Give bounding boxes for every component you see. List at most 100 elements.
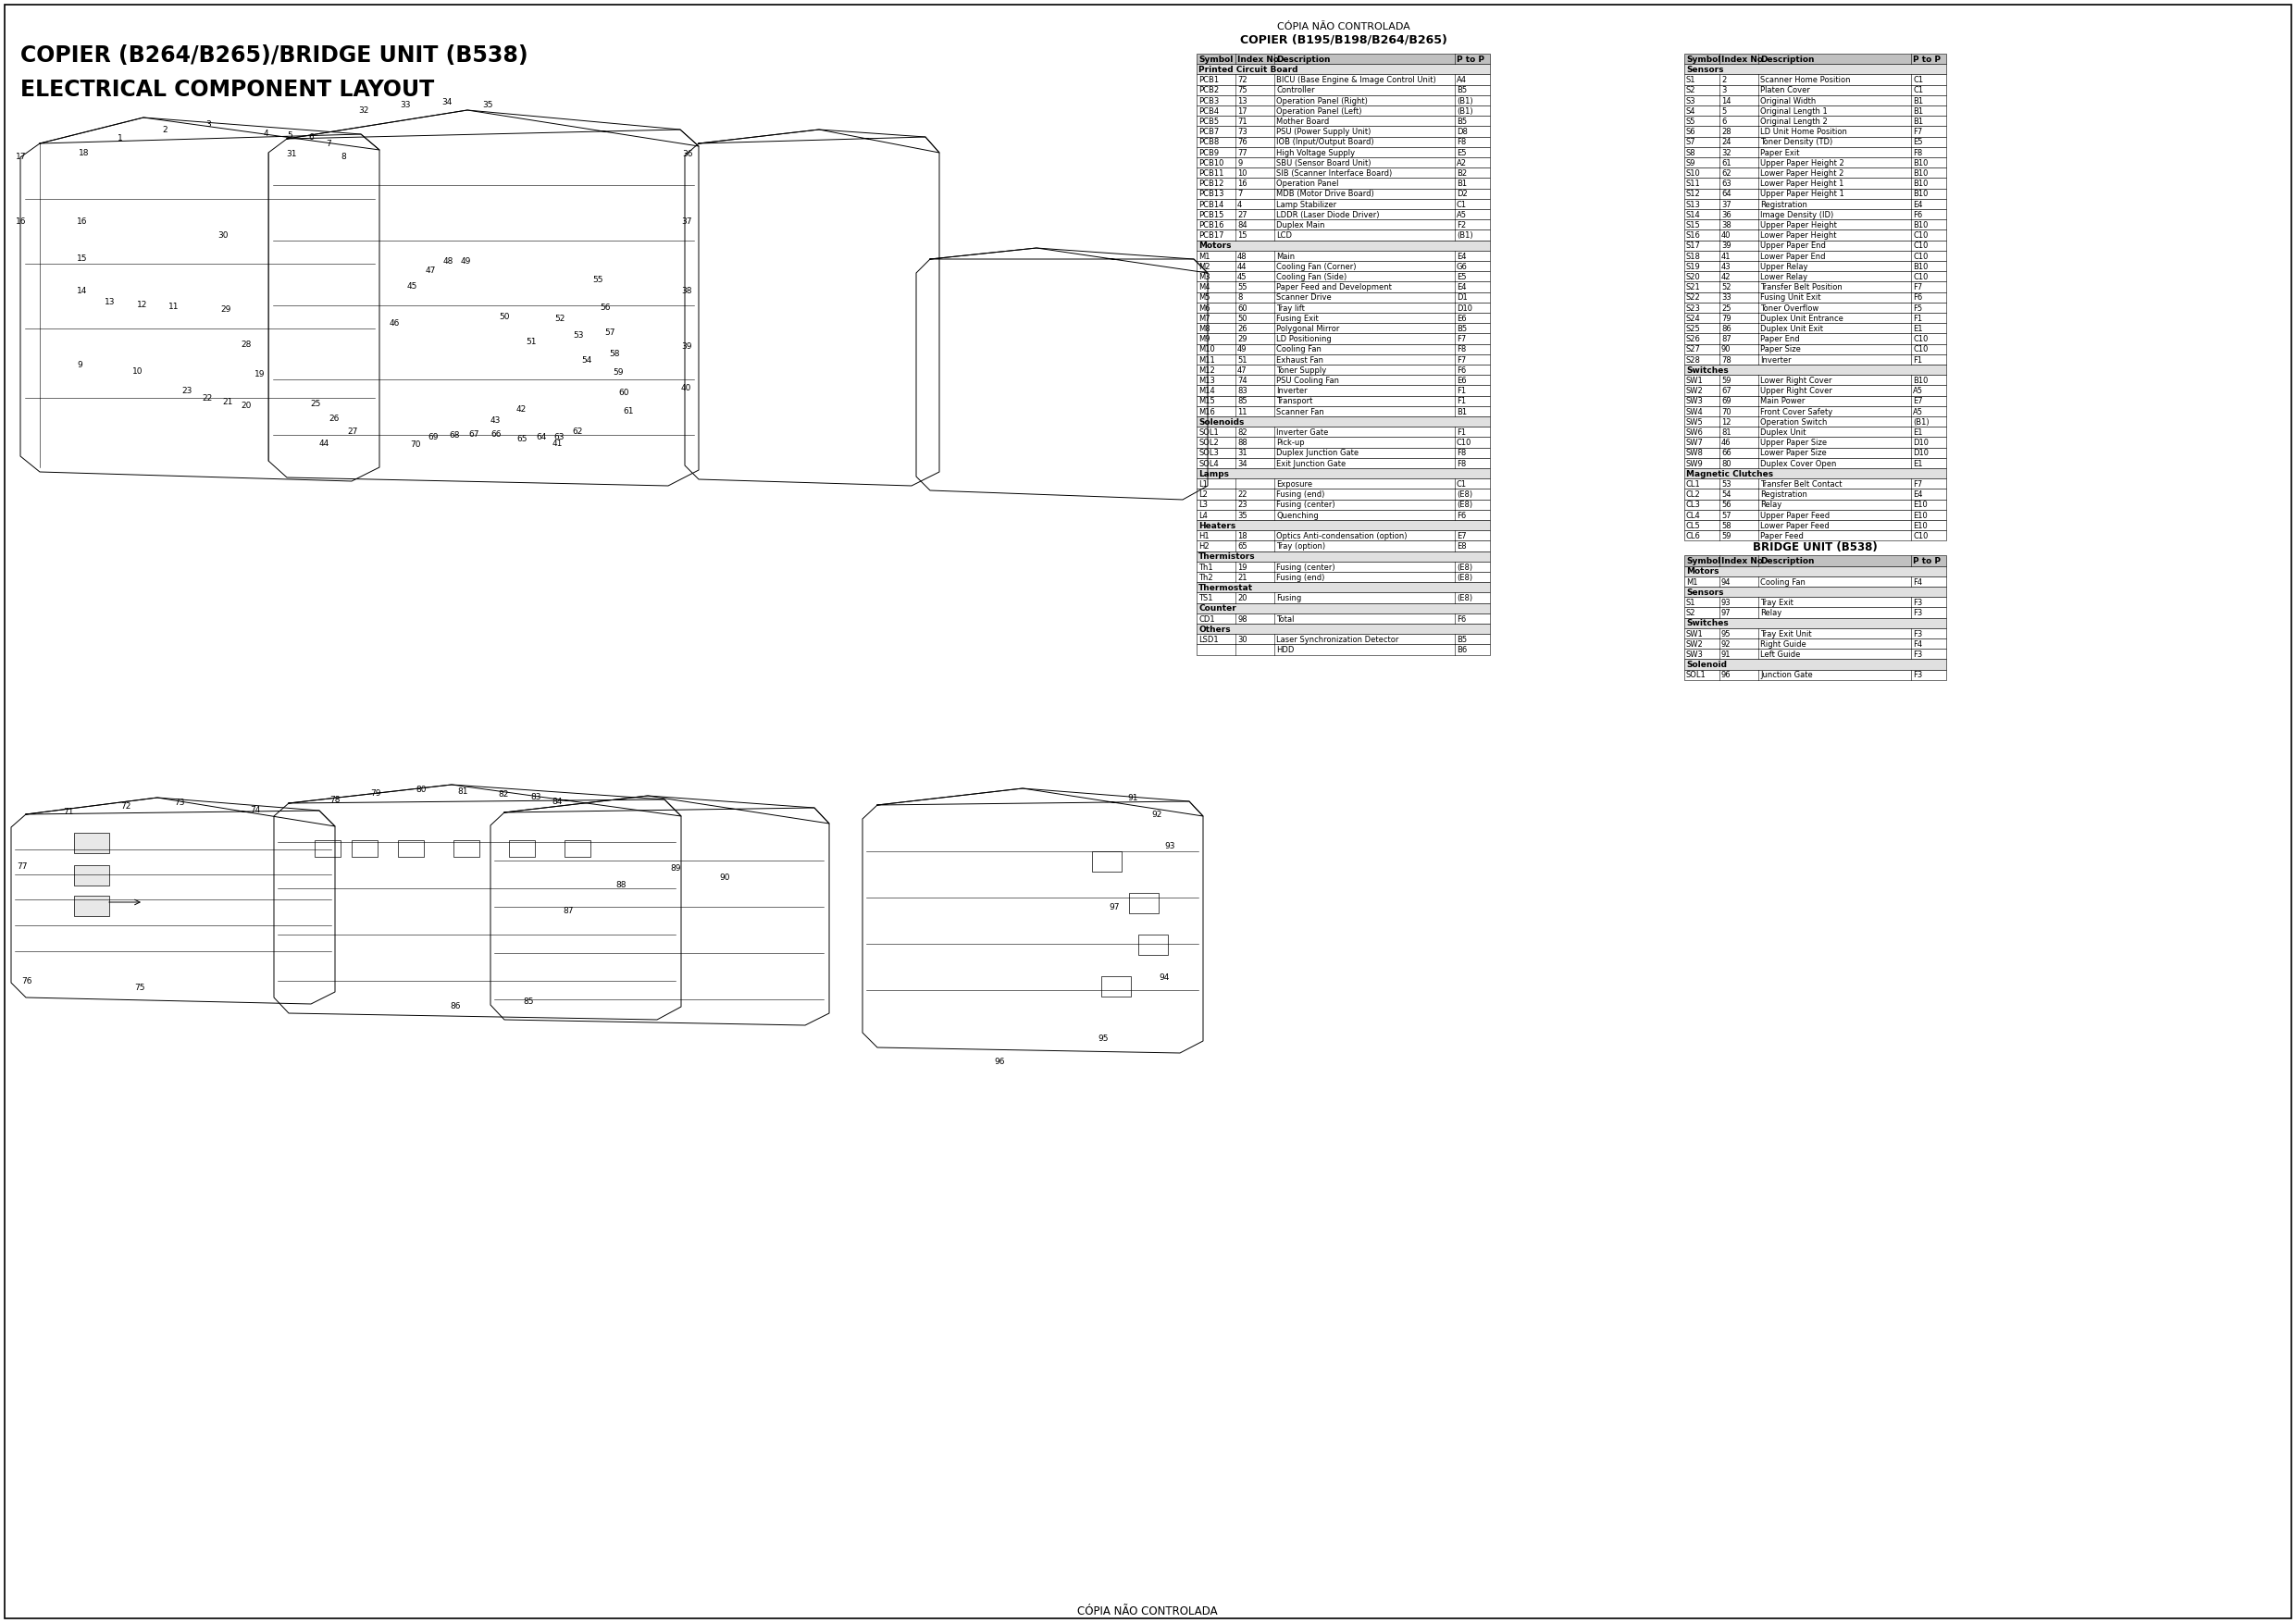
Text: 64: 64 <box>1722 190 1731 198</box>
Text: 30: 30 <box>1238 636 1247 644</box>
Text: 97: 97 <box>1722 609 1731 617</box>
Text: 6: 6 <box>1722 117 1727 127</box>
Text: 61: 61 <box>1722 159 1731 167</box>
Text: 76: 76 <box>21 977 32 985</box>
Text: SW6: SW6 <box>1685 428 1704 437</box>
Text: D1: D1 <box>1456 294 1467 302</box>
Text: 53: 53 <box>572 331 583 339</box>
Bar <box>1196 75 1490 84</box>
Bar <box>1685 198 1947 209</box>
Text: F6: F6 <box>1913 294 1922 302</box>
Text: M5: M5 <box>1199 294 1210 302</box>
Bar <box>315 841 340 857</box>
Text: Heaters: Heaters <box>1199 521 1235 531</box>
Text: S1: S1 <box>1685 76 1697 84</box>
Text: Exit Junction Gate: Exit Junction Gate <box>1277 459 1345 467</box>
Text: 84: 84 <box>1238 221 1247 229</box>
Text: SW7: SW7 <box>1685 438 1704 446</box>
Text: M4: M4 <box>1199 284 1210 292</box>
Bar <box>1685 479 1947 489</box>
Bar <box>1685 271 1947 282</box>
Text: E4: E4 <box>1913 200 1922 209</box>
Text: S19: S19 <box>1685 263 1701 271</box>
Text: 77: 77 <box>1238 149 1247 157</box>
Text: Main: Main <box>1277 252 1295 261</box>
Text: F8: F8 <box>1913 149 1922 157</box>
Text: S26: S26 <box>1685 334 1701 344</box>
Bar <box>1196 644 1490 654</box>
Text: 57: 57 <box>604 328 615 338</box>
Text: B10: B10 <box>1913 377 1929 385</box>
Bar <box>1685 96 1947 105</box>
Text: Operation Switch: Operation Switch <box>1761 419 1828 427</box>
Bar <box>1685 458 1947 467</box>
Text: 10: 10 <box>133 367 142 375</box>
Text: D10: D10 <box>1913 438 1929 446</box>
Text: E7: E7 <box>1456 532 1467 540</box>
Text: 49: 49 <box>1238 346 1247 354</box>
Bar <box>1685 618 1947 628</box>
Text: Description: Description <box>1761 55 1814 63</box>
Text: 32: 32 <box>1722 149 1731 157</box>
Bar <box>1196 136 1490 148</box>
Bar <box>1685 344 1947 354</box>
Bar <box>1196 230 1490 240</box>
Text: Left Guide: Left Guide <box>1761 651 1800 659</box>
Text: S1: S1 <box>1685 599 1697 607</box>
Text: PCB3: PCB3 <box>1199 97 1219 105</box>
Text: F3: F3 <box>1913 599 1922 607</box>
Text: 95: 95 <box>1097 1034 1109 1044</box>
Text: 31: 31 <box>287 149 296 157</box>
Text: Duplex Cover Open: Duplex Cover Open <box>1761 459 1837 467</box>
Text: C10: C10 <box>1913 273 1929 281</box>
Text: 42: 42 <box>1722 273 1731 281</box>
Text: 98: 98 <box>1238 615 1247 623</box>
Bar <box>1685 628 1947 638</box>
Bar <box>1196 571 1490 583</box>
Text: Laser Synchronization Detector: Laser Synchronization Detector <box>1277 636 1398 644</box>
Text: Cooling Fan: Cooling Fan <box>1277 346 1322 354</box>
Text: CL6: CL6 <box>1685 532 1701 540</box>
Text: 74: 74 <box>1238 377 1247 385</box>
Text: Motors: Motors <box>1685 568 1720 576</box>
Text: M3: M3 <box>1199 273 1210 281</box>
Text: Tray (option): Tray (option) <box>1277 542 1325 550</box>
Text: 62: 62 <box>1722 169 1731 177</box>
Text: Th1: Th1 <box>1199 563 1212 571</box>
Text: SW4: SW4 <box>1685 407 1704 415</box>
Bar <box>1196 489 1490 500</box>
Bar <box>1685 500 1947 510</box>
Text: 16: 16 <box>76 217 87 226</box>
Text: 9: 9 <box>1238 159 1242 167</box>
Text: 55: 55 <box>1238 284 1247 292</box>
Text: Lower Paper Feed: Lower Paper Feed <box>1761 521 1830 531</box>
Text: 57: 57 <box>1722 511 1731 519</box>
Bar <box>73 865 110 886</box>
Bar <box>1196 417 1490 427</box>
Text: 84: 84 <box>551 797 563 807</box>
Text: B5: B5 <box>1456 636 1467 644</box>
Bar <box>1102 975 1132 997</box>
Text: S16: S16 <box>1685 232 1701 240</box>
Text: L2: L2 <box>1199 490 1208 498</box>
Text: 85: 85 <box>1238 398 1247 406</box>
Text: Fusing (center): Fusing (center) <box>1277 502 1334 510</box>
Text: 23: 23 <box>181 386 193 394</box>
Text: 79: 79 <box>1722 315 1731 323</box>
Text: Main Power: Main Power <box>1761 398 1805 406</box>
Text: 35: 35 <box>482 101 494 109</box>
Text: F3: F3 <box>1913 630 1922 638</box>
Bar <box>1685 607 1947 618</box>
Text: 78: 78 <box>1722 355 1731 364</box>
Bar <box>1196 531 1490 540</box>
Text: 38: 38 <box>682 287 691 295</box>
Text: BRIDGE UNIT (B538): BRIDGE UNIT (B538) <box>1752 542 1878 553</box>
Text: E5: E5 <box>1456 149 1467 157</box>
Text: 90: 90 <box>1722 346 1731 354</box>
Text: 26: 26 <box>328 414 340 424</box>
Text: (E8): (E8) <box>1456 490 1472 498</box>
Text: Th2: Th2 <box>1199 573 1212 581</box>
Text: 94: 94 <box>1722 578 1731 586</box>
Text: Lower Right Cover: Lower Right Cover <box>1761 377 1832 385</box>
Text: Symbol: Symbol <box>1199 55 1233 63</box>
